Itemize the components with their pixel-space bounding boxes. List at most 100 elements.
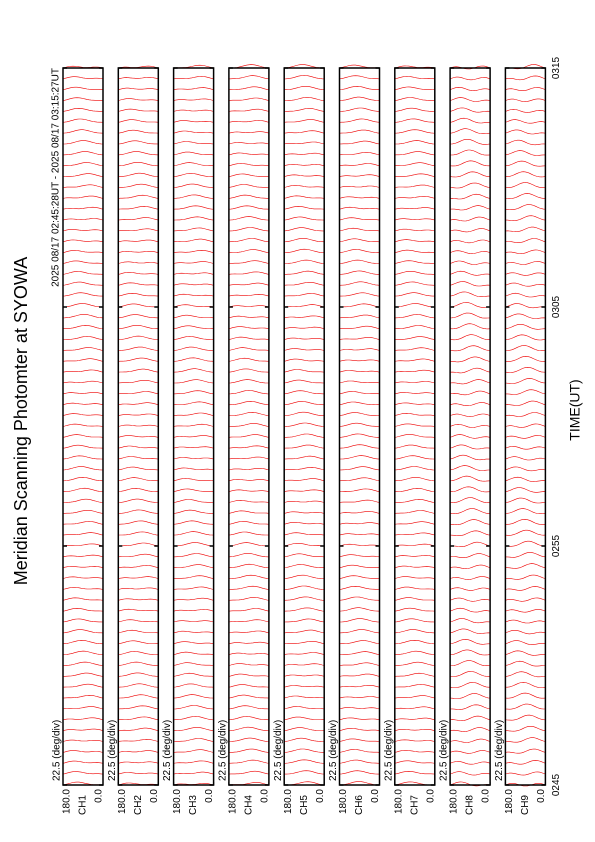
scan-trace (505, 619, 546, 624)
scan-trace (228, 456, 269, 460)
scan-trace (339, 75, 380, 80)
scan-trace (62, 434, 104, 438)
scan-trace (62, 336, 104, 340)
scan-trace (450, 541, 491, 547)
scan-trace (173, 630, 214, 634)
scan-trace (228, 694, 269, 699)
scan-trace (450, 356, 491, 363)
scan-trace (339, 337, 380, 340)
scan-trace (173, 249, 214, 253)
scan-trace (339, 401, 380, 406)
scan-trace (62, 423, 104, 427)
scan-trace (339, 281, 380, 286)
scale-label: 22.5 (deg/div) (218, 720, 229, 781)
scan-trace (450, 312, 491, 319)
scan-trace (118, 239, 159, 243)
scan-trace (228, 499, 269, 503)
y-tick-label: 0.0 (204, 789, 215, 803)
scan-trace (118, 553, 159, 558)
scan-trace (62, 162, 104, 167)
scan-trace (228, 411, 269, 416)
scan-trace (118, 565, 159, 568)
scan-trace (284, 337, 325, 340)
scan-trace (394, 173, 435, 177)
scan-trace (118, 162, 159, 167)
scale-label: 22.5 (deg/div) (107, 720, 118, 781)
scan-trace (450, 413, 491, 417)
scan-trace (449, 587, 491, 591)
scan-trace (173, 435, 214, 438)
scan-trace (284, 422, 325, 427)
scan-trace (450, 128, 491, 135)
scan-trace (228, 770, 269, 775)
scan-trace (62, 358, 104, 362)
scan-trace (505, 783, 546, 787)
scan-trace (228, 619, 269, 623)
scan-trace (173, 173, 214, 177)
scan-trace (394, 661, 435, 666)
scan-trace (394, 434, 435, 438)
scan-trace (339, 596, 380, 601)
scale-label: 22.5 (deg/div) (439, 720, 450, 781)
scan-trace (394, 140, 435, 145)
channel-label: CH4 (244, 795, 255, 815)
scan-trace (284, 326, 325, 329)
scan-trace (394, 466, 435, 471)
scan-trace (62, 218, 104, 221)
scan-trace (173, 412, 214, 416)
scan-trace (62, 694, 104, 699)
scan-trace (62, 739, 104, 742)
scan-trace (173, 162, 214, 167)
scan-trace (505, 400, 546, 406)
panel-frame (283, 67, 325, 786)
scan-trace (118, 217, 159, 221)
scan-trace (228, 400, 269, 406)
scan-trace (173, 488, 214, 492)
scan-trace (394, 607, 435, 612)
scan-trace (450, 334, 491, 341)
scan-trace (118, 587, 159, 590)
scan-trace (339, 488, 380, 492)
scan-trace (505, 552, 546, 558)
scan-trace (284, 238, 325, 243)
scan-trace (228, 131, 269, 134)
scan-trace (505, 75, 546, 81)
scan-trace (505, 87, 546, 91)
scan-trace (62, 576, 104, 579)
channel-label: CH8 (465, 795, 476, 815)
scan-trace (505, 529, 546, 536)
scan-trace (173, 368, 214, 373)
scan-trace (450, 216, 491, 222)
scan-trace (450, 519, 491, 526)
scan-trace (505, 193, 546, 199)
scan-trace (228, 357, 269, 362)
scan-trace (284, 641, 325, 645)
scan-trace (118, 272, 159, 275)
scan-trace (228, 759, 269, 764)
time-range: 2025 08/17 02:45:28UT - 2025 08/17 03:15… (51, 68, 62, 287)
scan-trace (339, 303, 380, 308)
scan-trace (118, 325, 159, 329)
scan-trace (339, 129, 380, 134)
scan-trace (284, 543, 325, 547)
scan-trace (118, 98, 159, 101)
scan-trace (394, 423, 435, 427)
scan-trace (62, 206, 104, 210)
scan-trace (118, 346, 159, 351)
scan-trace (118, 672, 159, 677)
scan-trace (339, 533, 380, 536)
scan-trace (173, 694, 214, 699)
scan-trace (62, 683, 104, 688)
scan-trace (62, 324, 104, 329)
scan-trace (228, 445, 269, 449)
chart-title: Meridian Scanning Photomter at SYOWA (11, 257, 31, 585)
scan-trace (228, 684, 269, 688)
scan-trace (339, 759, 380, 764)
scan-trace (284, 663, 325, 666)
scan-trace (505, 650, 546, 656)
scan-trace (339, 444, 380, 449)
scan-trace (173, 261, 214, 264)
scan-trace (173, 379, 214, 384)
scan-trace (505, 272, 546, 276)
scan-trace (339, 325, 380, 329)
